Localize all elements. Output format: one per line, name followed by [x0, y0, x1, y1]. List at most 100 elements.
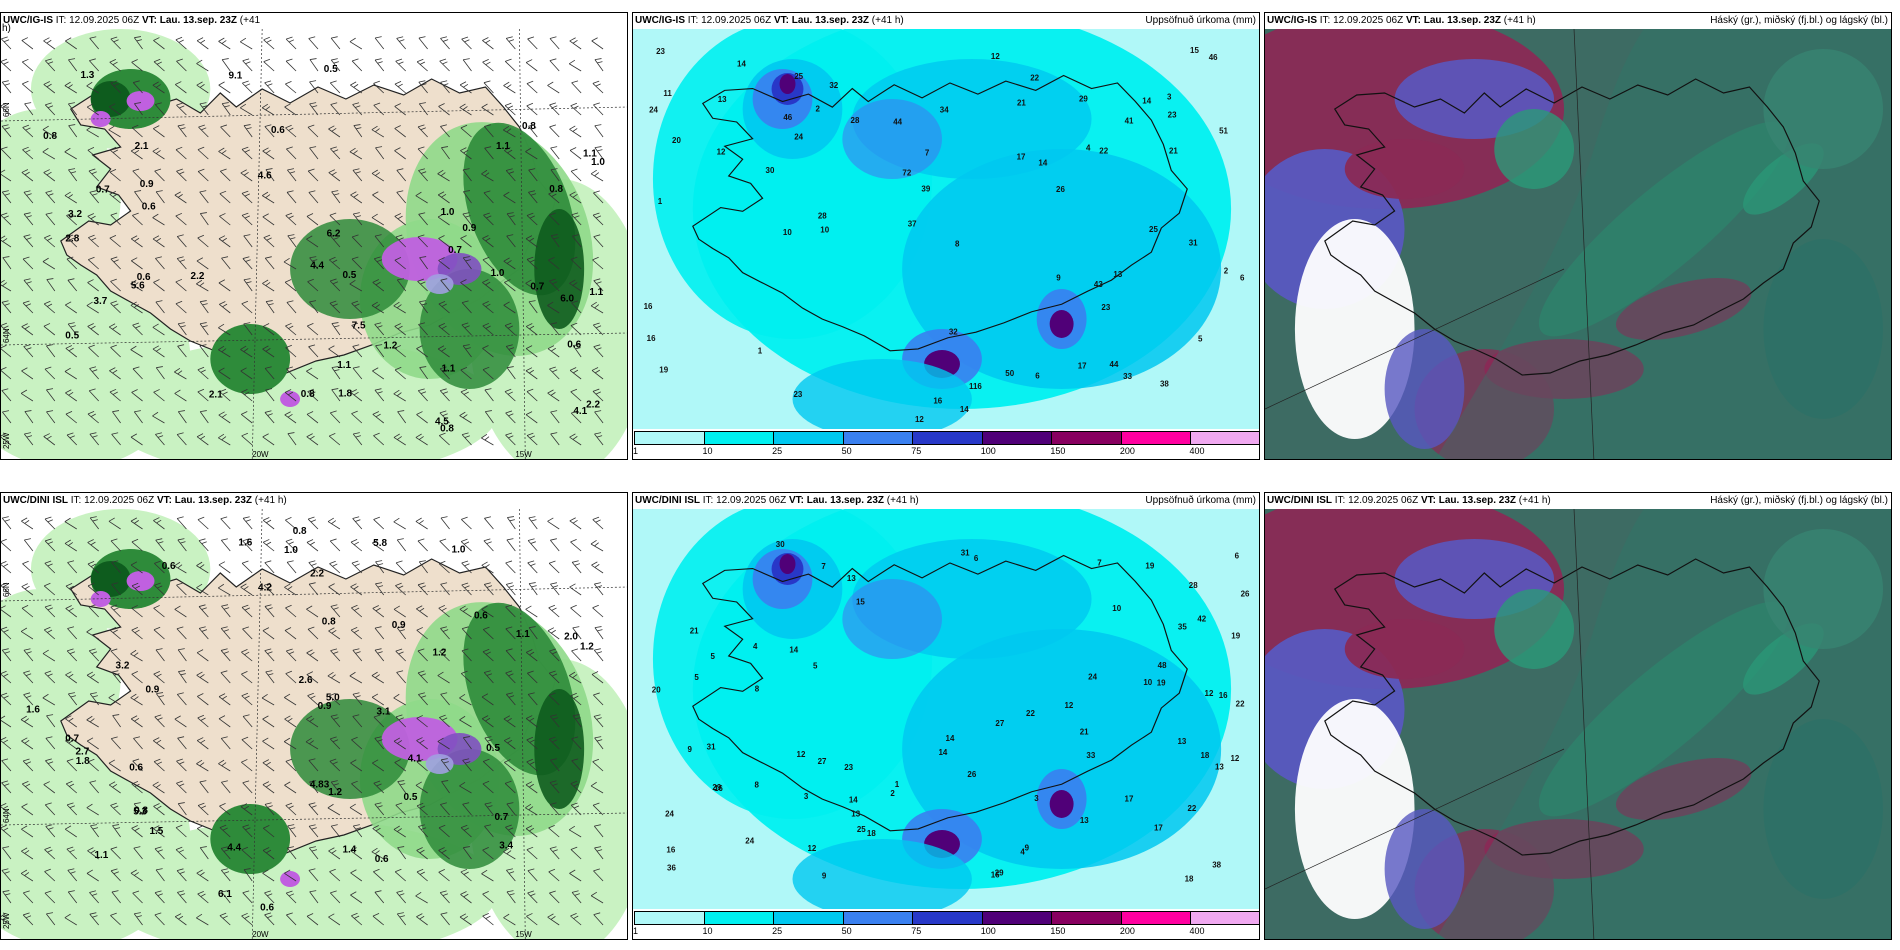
wind-value-label: 0.5 [324, 64, 338, 75]
precip-value-label: 13 [1177, 737, 1186, 746]
precip-value-label: 23 [1168, 111, 1177, 120]
precip-value-label: 23 [793, 390, 802, 399]
lead-time: (+41 [239, 15, 261, 26]
vt-label: VT: [1420, 495, 1436, 506]
panel-precip-ig: UWC/IG-IS IT: 12.09.2025 06Z VT: Lau. 13… [632, 12, 1260, 460]
wind-value-label: 0.6 [162, 561, 176, 572]
wind-value-label: 2.6 [299, 675, 313, 686]
precip-value-label: 5 [694, 673, 699, 682]
panel-header: UWC/IG-IS IT: 12.09.2025 06Z VT: Lau. 13… [1265, 13, 1891, 29]
it-label: IT: [1319, 15, 1331, 26]
wind-value-label: 0.6 [129, 762, 143, 773]
wind-value-label: 2.2 [191, 271, 205, 282]
precip-value-label: 17 [1017, 152, 1026, 161]
panel-header: UWC/IG-IS IT: 12.09.2025 06Z VT: Lau. 13… [1, 13, 627, 29]
precip-value-label: 13 [847, 574, 856, 583]
precip-value-label: 3 [1034, 794, 1039, 803]
wind-value-label: 0.7 [448, 245, 462, 256]
precip-value-label: 17 [1078, 361, 1087, 370]
wind-value-label: 0.9 [462, 223, 476, 234]
precip-value-label: 18 [867, 829, 876, 838]
precip-value-label: 6 [1240, 274, 1245, 283]
wind-value-label: 5.3 [133, 807, 147, 818]
wind-value-label: 0.8 [522, 121, 536, 132]
precip-value-label: 9 [822, 872, 827, 881]
precip-value-label: 16 [714, 784, 723, 793]
valid-time: Lau. 13.sep. 23Z [791, 15, 870, 26]
wind-value-label: 0.7 [494, 812, 508, 823]
colorbar-tick: 75 [911, 926, 922, 936]
precip-value-label: 41 [1125, 116, 1134, 125]
panel-precip-dini: UWC/DINI ISL IT: 12.09.2025 06Z VT: Lau.… [632, 492, 1260, 940]
precip-value-label: 7 [925, 149, 930, 158]
coastline [1324, 558, 1820, 856]
wind-value-label: 5.8 [373, 538, 387, 549]
precip-value-label: 22 [1236, 700, 1245, 709]
colorbar-swatch [1051, 431, 1122, 445]
precip-value-label: 28 [851, 116, 860, 125]
precip-value-label: 24 [1088, 673, 1097, 682]
precip-value-label: 13 [718, 95, 727, 104]
it-label: IT: [70, 495, 82, 506]
vt-label: VT: [1405, 15, 1421, 26]
wind-value-label: 1.2 [383, 340, 397, 351]
colorbar-swatch [634, 431, 705, 445]
wind-value-label: 0.6 [375, 854, 389, 865]
wind-barbs [1, 516, 604, 926]
colorbar-swatch [703, 911, 775, 925]
precip-value-label: 14 [789, 645, 798, 654]
precip-value-label: 19 [1231, 632, 1240, 641]
wind-value-label: 1.1 [337, 360, 351, 371]
colorbar-tick: 1 [633, 446, 639, 456]
colorbar-swatch [1120, 431, 1192, 445]
wind-value-label: 1.1 [516, 629, 530, 640]
colorbar-swatch [912, 431, 983, 445]
wind-value-label: 1.0 [452, 545, 466, 556]
precip-value-label: 22 [1026, 709, 1035, 718]
precip-value-label: 11 [663, 89, 672, 98]
wind-value-label: 0.6 [567, 340, 581, 351]
precip-value-label: 6 [1035, 371, 1040, 380]
valid-time: Lau. 13.sep. 23Z [1438, 495, 1517, 506]
wind-value-label: 0.8 [293, 526, 307, 537]
precip-value-label: 23 [844, 763, 853, 772]
colorbar-swatch [1190, 431, 1259, 445]
wind-value-label: 1.3 [80, 70, 94, 81]
precip-value-label: 48 [1158, 661, 1167, 670]
precip-value-label: 14 [1142, 96, 1151, 105]
wind-value-label: 2.7 [75, 747, 89, 758]
precip-value-label: 16 [666, 846, 675, 855]
wind-value-label: 0.9 [318, 701, 332, 712]
valid-time: Lau. 13.sep. 23Z [174, 495, 253, 506]
lead-time: (+41 h) [1503, 15, 1536, 26]
colorbar-swatch [842, 911, 914, 925]
vt-label: VT: [773, 15, 789, 26]
precip-value-label: 15 [856, 597, 865, 606]
wind-value-label: 0.9 [146, 685, 160, 696]
precip-value-label: 37 [908, 219, 917, 228]
precip-value-label: 13 [1080, 816, 1089, 825]
wind-value-label: 0.7 [65, 733, 79, 744]
vt-label: VT: [788, 495, 804, 506]
colorbar-tick: 25 [772, 926, 783, 936]
wind-value-label: 4.1 [408, 753, 422, 764]
panel-header: UWC/DINI ISL IT: 12.09.2025 06Z VT: Lau.… [1265, 493, 1891, 509]
precip-value-label: 50 [1005, 369, 1014, 378]
precip-value-label: 28 [818, 212, 827, 221]
precip-value-label: 8 [955, 240, 960, 249]
precip-value-label: 12 [1064, 701, 1073, 710]
valid-time: Lau. 13.sep. 23Z [806, 495, 885, 506]
precip-value-label: 21 [690, 626, 699, 635]
lat-label: 64N [2, 808, 11, 823]
wind-value-label: 2.1 [209, 390, 223, 401]
init-time: 12.09.2025 06Z [716, 495, 787, 506]
precip-value-label: 6 [974, 554, 979, 563]
precip-value-label: 16 [1219, 691, 1228, 700]
wind-value-label: 1.0 [284, 545, 298, 556]
colorbar-tick: 100 [980, 446, 996, 456]
precip-value-label: 29 [995, 869, 1004, 878]
wind-value-label: 6.1 [218, 889, 232, 900]
precip-value-label: 23 [1101, 303, 1110, 312]
precip-value-label: 26 [1241, 590, 1250, 599]
precip-value-label: 7 [821, 562, 826, 571]
